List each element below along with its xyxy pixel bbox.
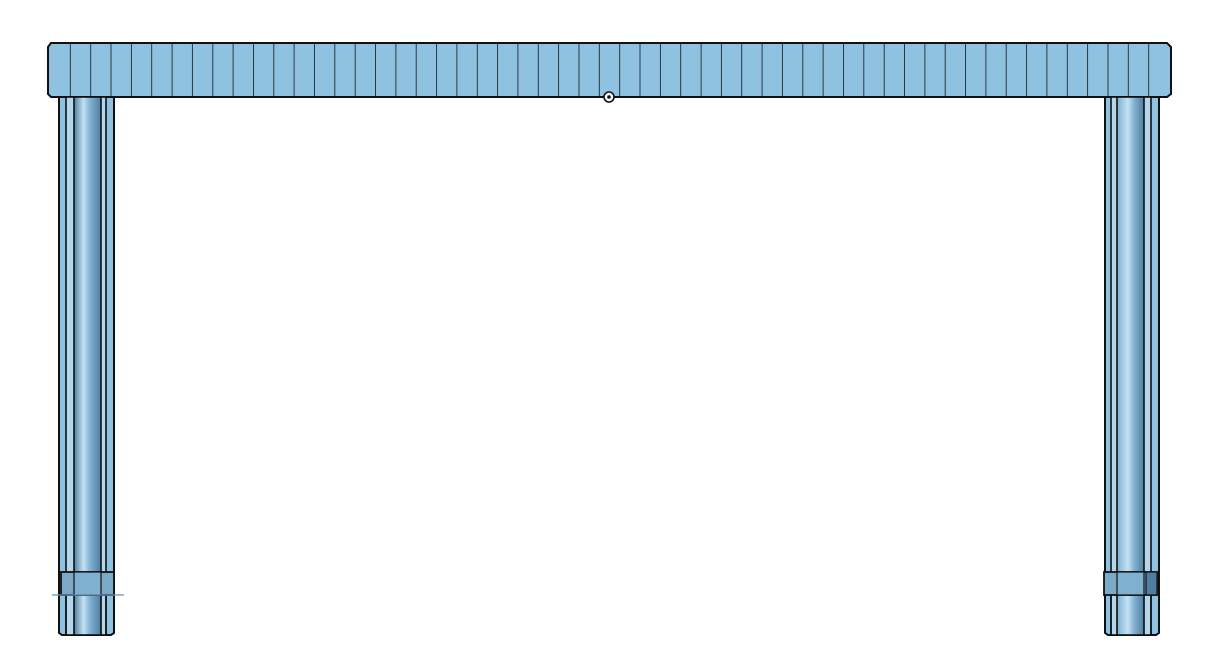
tabletop-slats (69, 44, 1150, 96)
left-joint-core (73, 571, 102, 596)
right-leg[interactable] (1104, 96, 1160, 636)
left-foot-joint[interactable] (60, 571, 115, 635)
right-joint-core (1116, 571, 1145, 596)
origin-marker[interactable] (603, 91, 615, 103)
left-leg-tube (73, 96, 102, 636)
right-leg-tube (1116, 96, 1145, 636)
right-foot-joint[interactable] (1103, 571, 1158, 635)
left-leg[interactable] (58, 96, 115, 636)
right-joint-dark-cap (1145, 571, 1158, 596)
origin-marker-dot (607, 95, 611, 99)
